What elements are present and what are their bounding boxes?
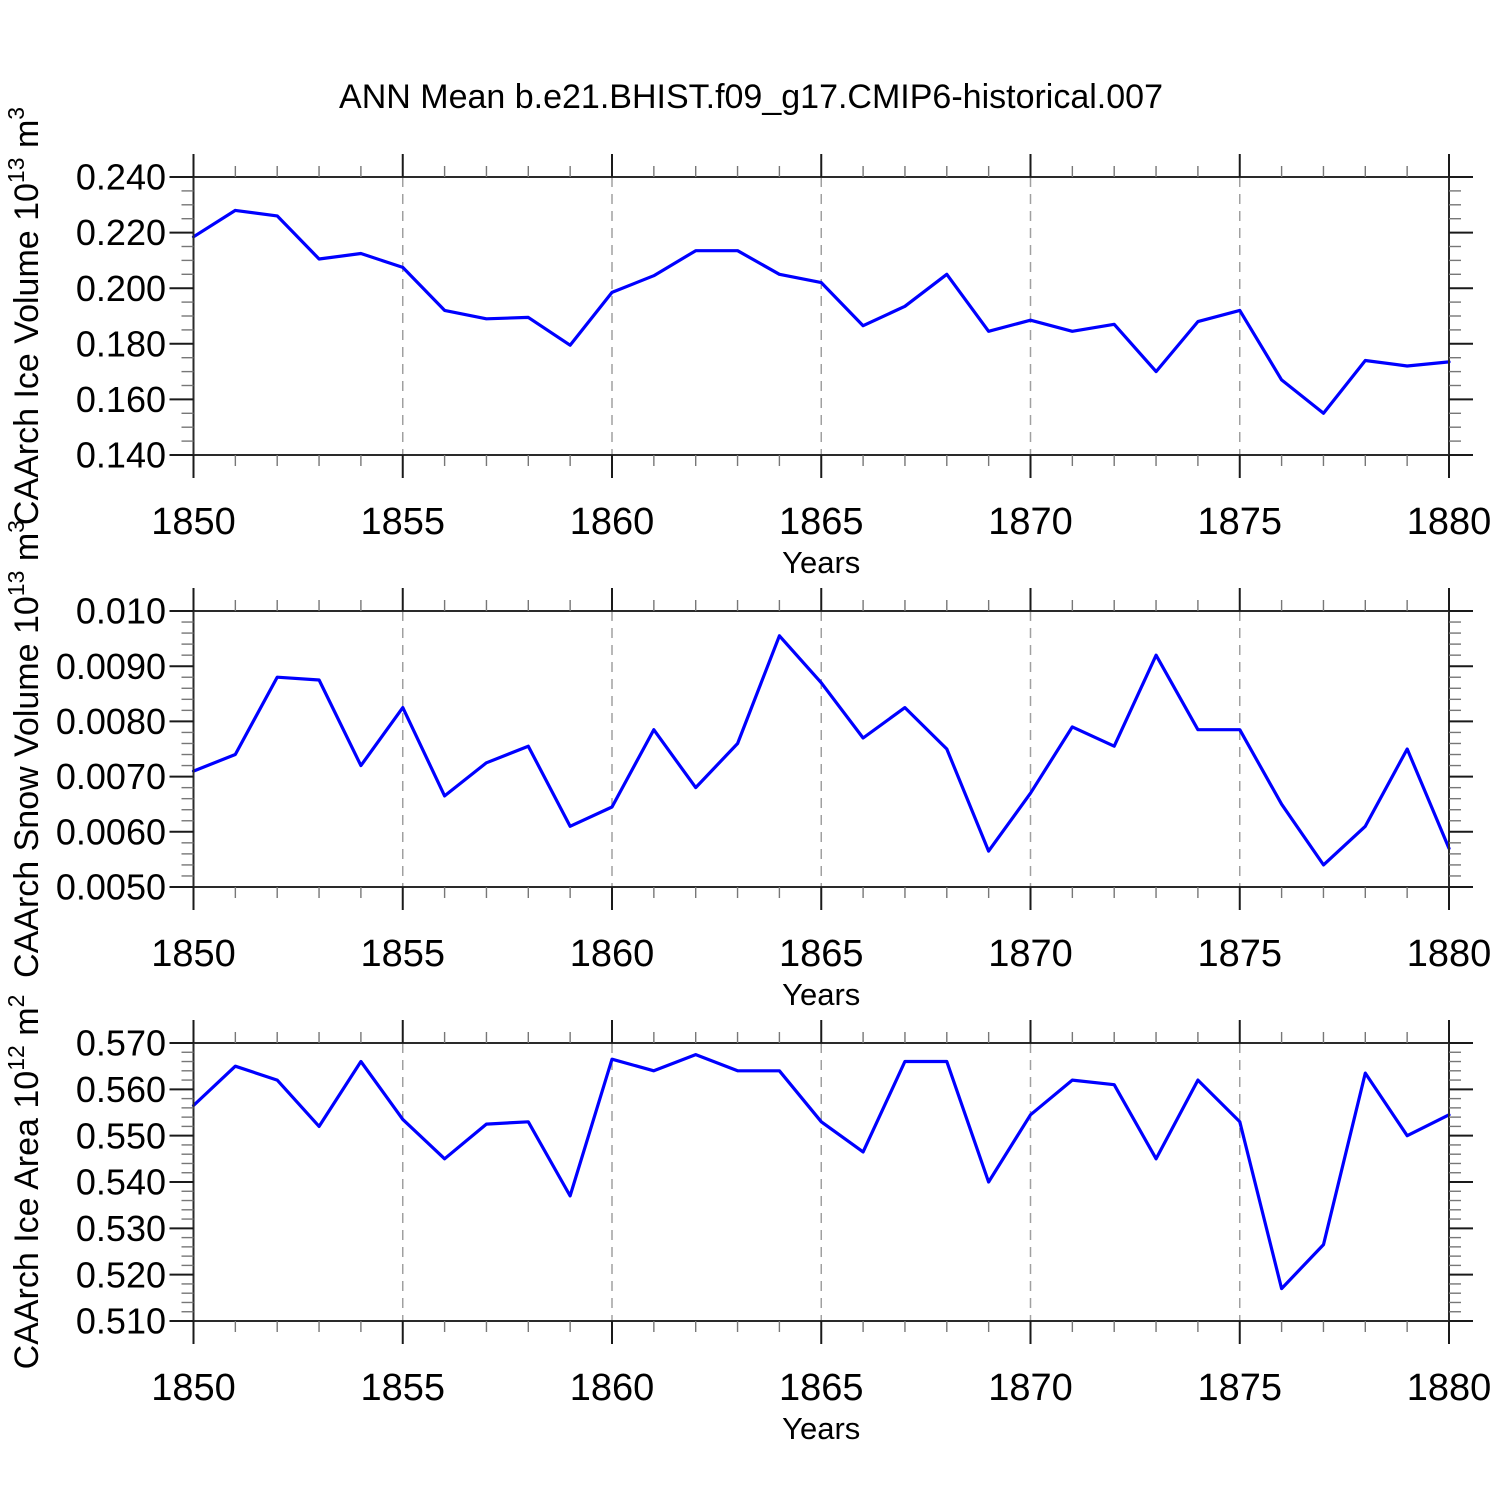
x-tick-label: 1870 (988, 501, 1073, 543)
y-tick-label: 0.570 (76, 1023, 166, 1064)
x-tick-label: 1860 (570, 933, 655, 975)
y-tick-label: 0.140 (76, 435, 166, 476)
y-axis-title-superscript: 3 (3, 520, 29, 533)
panels-container: 1850 1855 1860 1865 1870 1875 1880 0.240 0.220 0.… (3, 107, 1491, 1446)
y-tick-label: 0.0080 (56, 701, 166, 742)
x-tick-label: 1865 (779, 1367, 864, 1409)
y-axis-title-superscript: 12 (3, 1045, 29, 1071)
y-tick-label: 0.240 (76, 157, 166, 198)
y-axis-title: CAArch Ice Area 1012 m2 (3, 995, 46, 1370)
y-axis-title: CAArch Ice Volume 1013 m3 (3, 107, 46, 525)
x-tick-label: 1850 (151, 501, 236, 543)
x-tick-label: 1875 (1197, 1367, 1282, 1409)
y-tick-label: 0.560 (76, 1069, 166, 1110)
x-axis-title: Years (782, 545, 860, 580)
panel-ice-volume: 1850 1855 1860 1865 1870 1875 1880 0.240 0.220 0.… (3, 107, 1491, 580)
x-tick-label: 1870 (988, 933, 1073, 975)
y-tick-label: 0.0070 (56, 756, 166, 797)
y-axis-title-text: m (8, 533, 46, 571)
snow-volume-line (191, 634, 1451, 867)
y-axis-title-text: m (8, 120, 46, 158)
x-tick-label: 1865 (779, 933, 864, 975)
x-tick-label: 1850 (151, 933, 236, 975)
x-tick-label: 1855 (360, 501, 445, 543)
y-tick-label: 0.540 (76, 1162, 166, 1203)
x-tick-label: 1855 (360, 1367, 445, 1409)
y-tick-label: 0.0050 (56, 867, 166, 908)
y-tick-label: 0.010 (76, 591, 166, 632)
y-axis-title-text: CAArch Ice Volume 10 (8, 183, 46, 525)
y-axis-title-superscript: 13 (3, 571, 29, 597)
x-tick-label: 1875 (1197, 933, 1282, 975)
y-axis-title-text: CAArch Snow Volume 10 (8, 596, 46, 978)
y-axis-title-text: m (8, 1007, 46, 1045)
x-tick-label: 1880 (1407, 933, 1492, 975)
panel-snow-volume: 1850 1855 1860 1865 1870 1875 1880 0.010 0.0090 0… (3, 520, 1491, 1012)
y-tick-label: 0.200 (76, 268, 166, 309)
x-tick-label: 1875 (1197, 501, 1282, 543)
y-axis-title-superscript: 2 (3, 995, 29, 1008)
y-tick-label: 0.520 (76, 1254, 166, 1295)
x-axis-title: Years (782, 1411, 860, 1446)
y-tick-label: 0.510 (76, 1301, 166, 1342)
ice-volume-line (191, 208, 1451, 415)
y-tick-label: 0.220 (76, 212, 166, 253)
y-tick-label: 0.550 (76, 1115, 166, 1156)
chart-title: ANN Mean b.e21.BHIST.f09_g17.CMIP6-histo… (339, 78, 1163, 116)
y-axis-title-text: CAArch Ice Area 10 (8, 1071, 46, 1370)
y-tick-label: 0.160 (76, 379, 166, 420)
y-tick-label: 0.0090 (56, 646, 166, 687)
y-axis-title-superscript: 13 (3, 157, 29, 183)
x-tick-label: 1855 (360, 933, 445, 975)
x-tick-label: 1860 (570, 501, 655, 543)
x-tick-label: 1850 (151, 1367, 236, 1409)
y-tick-label: 0.180 (76, 323, 166, 364)
y-tick-label: 0.0060 (56, 811, 166, 852)
x-tick-label: 1870 (988, 1367, 1073, 1409)
y-tick-label: 0.530 (76, 1208, 166, 1249)
ice-area-line (191, 1052, 1451, 1291)
x-tick-label: 1880 (1407, 1367, 1492, 1409)
y-axis-title-superscript: 3 (3, 107, 29, 120)
y-axis-title: CAArch Snow Volume 1013 m3 (3, 520, 46, 978)
x-tick-label: 1860 (570, 1367, 655, 1409)
x-tick-label: 1880 (1407, 501, 1492, 543)
x-axis-title: Years (782, 977, 860, 1012)
x-tick-label: 1865 (779, 501, 864, 543)
panel-ice-area: 1850 1855 1860 1865 1870 1875 1880 0.570 0.560 0.… (3, 995, 1491, 1446)
